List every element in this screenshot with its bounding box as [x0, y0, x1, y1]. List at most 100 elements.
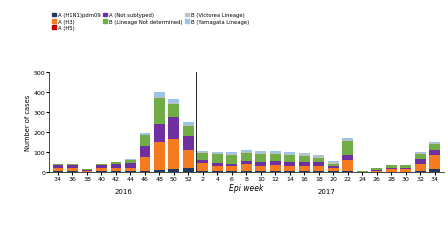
Y-axis label: Number of cases: Number of cases	[25, 95, 30, 151]
Bar	[255, 153, 266, 154]
Bar	[82, 172, 92, 173]
Bar	[371, 171, 382, 172]
Bar	[371, 170, 382, 171]
Bar	[415, 164, 426, 171]
Bar	[125, 160, 136, 163]
Bar	[342, 141, 353, 155]
Bar	[328, 164, 339, 166]
Bar	[371, 172, 382, 173]
Bar	[139, 133, 151, 135]
Bar	[67, 172, 78, 173]
X-axis label: Epi week: Epi week	[229, 183, 263, 192]
Bar	[284, 162, 295, 166]
Bar	[386, 170, 397, 172]
Bar	[198, 160, 208, 163]
Bar	[401, 165, 411, 168]
Bar	[299, 157, 310, 162]
Bar	[82, 171, 92, 172]
Bar	[284, 153, 295, 154]
Bar	[386, 172, 397, 173]
Bar	[154, 143, 165, 170]
Bar	[198, 172, 208, 173]
Bar	[227, 154, 237, 155]
Bar	[314, 157, 324, 158]
Bar	[168, 117, 179, 139]
Bar	[183, 151, 194, 168]
Bar	[139, 157, 151, 171]
Bar	[67, 165, 78, 168]
Bar	[212, 163, 223, 167]
Bar	[183, 123, 194, 125]
Bar	[227, 155, 237, 164]
Bar	[328, 166, 339, 168]
Bar	[198, 151, 208, 152]
Bar	[299, 155, 310, 157]
Bar	[342, 140, 353, 141]
Bar	[401, 172, 411, 173]
Bar	[198, 152, 208, 153]
Bar	[342, 155, 353, 160]
Bar	[154, 124, 165, 142]
Bar	[168, 170, 179, 173]
Bar	[429, 151, 440, 155]
Bar	[212, 152, 223, 153]
Bar	[314, 158, 324, 162]
Bar	[96, 165, 107, 168]
Bar	[401, 170, 411, 172]
Bar	[429, 142, 440, 143]
Bar	[227, 164, 237, 167]
Bar	[270, 165, 281, 172]
Bar	[168, 139, 179, 140]
Bar	[212, 172, 223, 173]
Bar	[299, 166, 310, 172]
Bar	[139, 146, 151, 157]
Bar	[198, 163, 208, 172]
Bar	[415, 155, 426, 160]
Bar	[415, 171, 426, 173]
Bar	[227, 172, 237, 173]
Bar	[270, 172, 281, 173]
Bar	[401, 168, 411, 170]
Bar	[429, 145, 440, 151]
Bar	[168, 104, 179, 117]
Bar	[111, 172, 121, 173]
Bar	[96, 168, 107, 172]
Bar	[183, 126, 194, 136]
Bar	[154, 97, 165, 98]
Bar	[212, 154, 223, 163]
Bar	[328, 168, 339, 172]
Bar	[270, 161, 281, 165]
Bar	[198, 153, 208, 160]
Bar	[241, 161, 252, 165]
Bar	[227, 167, 237, 172]
Bar	[284, 166, 295, 172]
Bar	[255, 154, 266, 162]
Bar	[154, 170, 165, 173]
Bar	[342, 160, 353, 171]
Bar	[168, 100, 179, 103]
Bar	[415, 153, 426, 155]
Bar	[125, 159, 136, 160]
Bar	[52, 168, 64, 172]
Bar	[227, 153, 237, 154]
Bar	[314, 162, 324, 166]
Bar	[328, 162, 339, 164]
Bar	[429, 143, 440, 145]
Bar	[270, 152, 281, 153]
Bar	[284, 154, 295, 155]
Bar	[212, 167, 223, 172]
Bar	[183, 136, 194, 150]
Bar	[314, 172, 324, 173]
Bar	[299, 153, 310, 155]
Bar	[299, 162, 310, 166]
Bar	[125, 163, 136, 168]
Bar	[82, 170, 92, 171]
Bar	[241, 165, 252, 172]
Bar	[125, 172, 136, 173]
Bar	[284, 172, 295, 173]
Bar	[241, 153, 252, 161]
Bar	[299, 172, 310, 173]
Text: 2016: 2016	[114, 188, 132, 195]
Bar	[111, 162, 121, 164]
Bar	[212, 153, 223, 154]
